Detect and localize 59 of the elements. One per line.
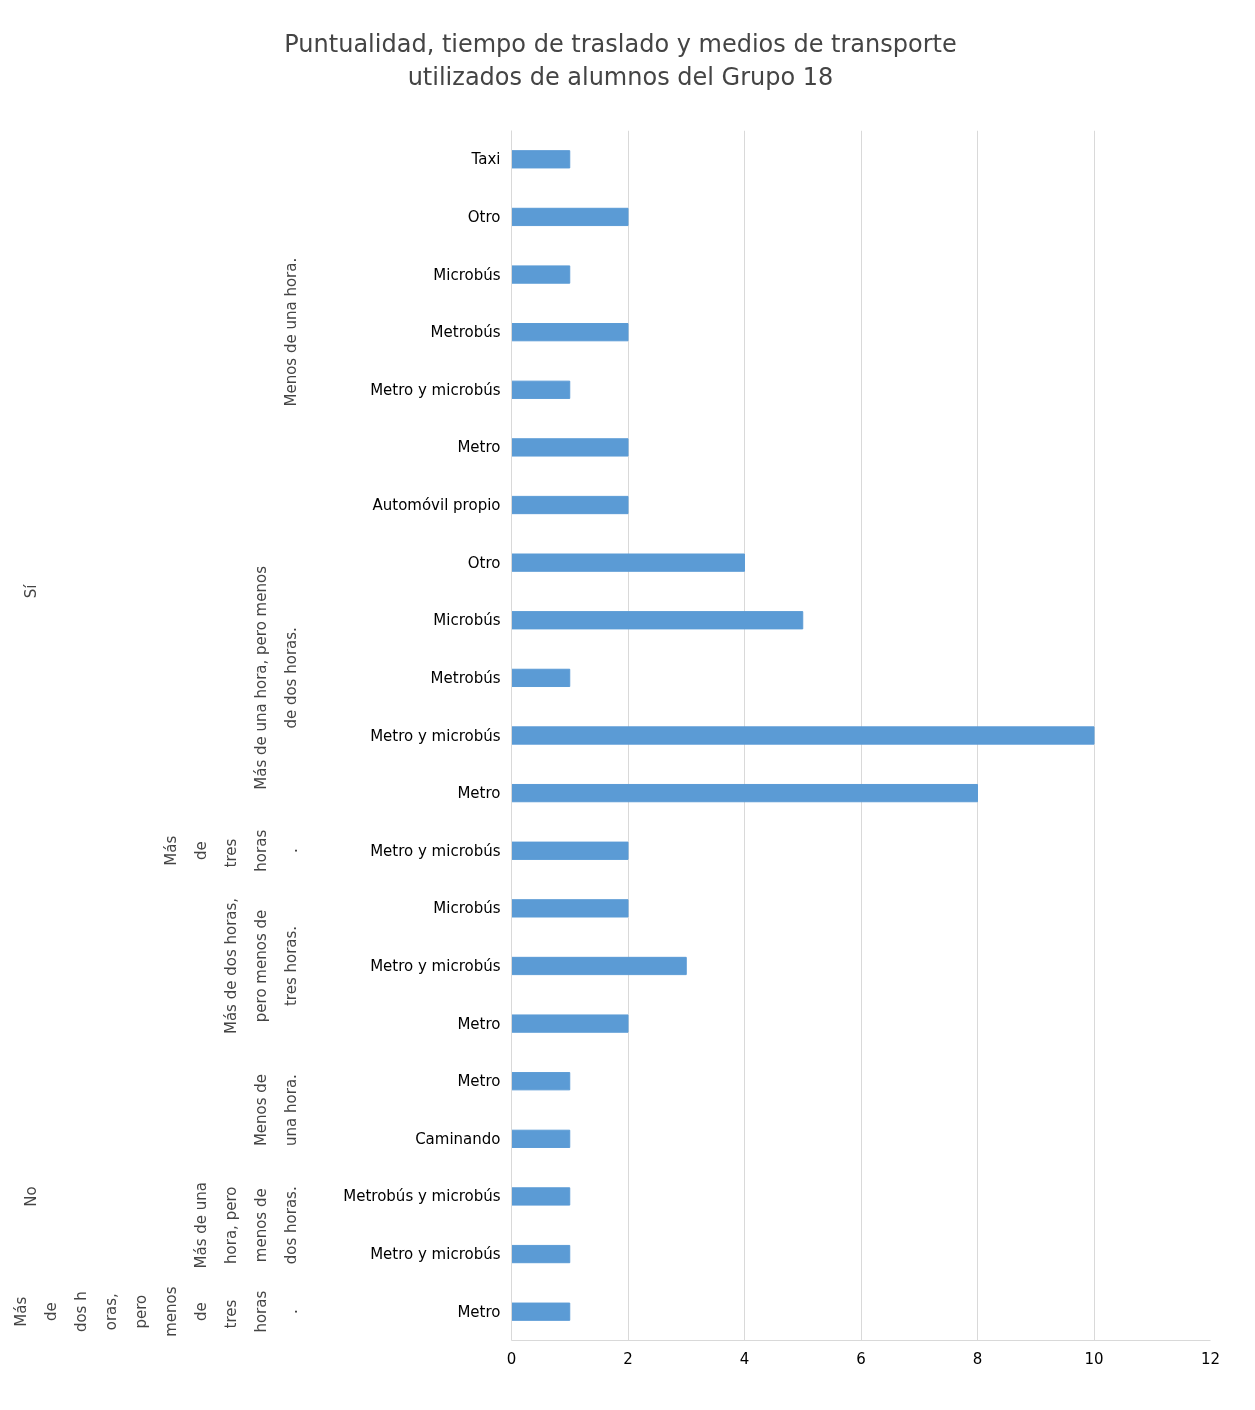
y-tick-label: Metro <box>457 784 501 803</box>
chart-title: Puntualidad, tiempo de traslado y medios de transporte utilizados de alumnos del Grupo 18 <box>284 29 957 92</box>
x-tick-label: 8 <box>972 1349 983 1368</box>
y-tick-label: Metrobús y microbús <box>343 1187 501 1206</box>
y-tick-label: Metro y microbús <box>370 726 501 745</box>
bar <box>511 1302 571 1321</box>
bar <box>511 265 571 284</box>
y-tick-label: Metro y microbús <box>370 956 501 975</box>
text: Más de dos horas, pero menos de tres horas. <box>11 1286 301 1337</box>
x-tick-label: 4 <box>739 1349 750 1368</box>
bar <box>511 668 571 688</box>
bar <box>511 150 571 169</box>
x-tick-label: 10 <box>1084 1349 1104 1368</box>
bar <box>511 380 571 399</box>
y-tick-label: Microbús <box>433 611 501 630</box>
y-tick-label: Metro <box>457 1302 501 1321</box>
text: No <box>21 1186 40 1207</box>
y-tick-label: Metro y microbús <box>370 1245 501 1264</box>
text: Más de una hora, pero menos de dos horas. <box>251 565 300 790</box>
bar <box>511 726 1095 745</box>
bar <box>511 841 629 860</box>
text: Más de una hora, pero menos de dos horas. <box>191 1182 300 1269</box>
x-tick-label: 0 <box>506 1349 517 1368</box>
bar <box>511 553 745 572</box>
bar <box>511 1129 571 1148</box>
bar <box>511 1187 571 1206</box>
bar <box>511 956 687 976</box>
bar <box>511 1072 571 1091</box>
text: Más de dos horas, pero menos de tres horas. <box>221 897 300 1035</box>
text: Menos de una hora. <box>251 1073 300 1147</box>
x-tick-label: 12 <box>1200 1349 1221 1368</box>
y-tick-label: Caminando <box>415 1129 501 1148</box>
y-tick-label: Metrobús <box>430 668 501 687</box>
y-tick-label: Metro y microbús <box>370 380 501 399</box>
y-tick-label: Microbús <box>433 265 501 284</box>
y-tick-label: Metro y microbús <box>370 841 501 860</box>
x-tick-label: 2 <box>623 1349 633 1368</box>
y-tick-label: Microbús <box>433 899 501 918</box>
bar <box>511 495 629 515</box>
bar <box>511 323 629 342</box>
y-tick-label: Metro <box>457 1014 501 1033</box>
bar <box>511 438 629 457</box>
text: Menos de una hora. <box>281 257 300 407</box>
bar <box>511 899 629 918</box>
bar <box>511 207 629 227</box>
bar <box>511 1244 571 1264</box>
text: Más de tres horas. <box>161 829 301 872</box>
bar <box>511 1014 629 1033</box>
bar <box>511 611 804 630</box>
y-tick-label: Otro <box>467 207 501 226</box>
y-tick-label: Metro <box>457 438 501 457</box>
y-tick-label: Metrobús <box>430 323 501 342</box>
y-tick-label: Metro <box>457 1072 501 1091</box>
y-tick-label: Automóvil propio <box>372 496 501 515</box>
text: Sí <box>21 583 40 599</box>
y-tick-label: Otro <box>467 553 501 572</box>
bar <box>511 783 978 803</box>
y-tick-label: Taxi <box>470 150 501 169</box>
x-tick-label: 6 <box>856 1349 866 1368</box>
